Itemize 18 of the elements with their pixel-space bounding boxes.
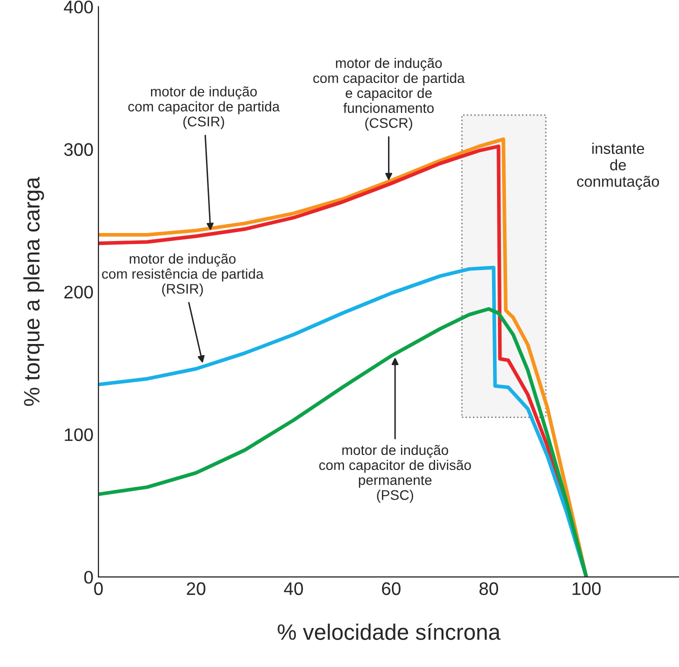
annotation: motor de indução com capacitor de partida (CSIR) (128, 86, 280, 130)
y-tick-label: 100 (64, 428, 93, 442)
y-tick-label: 200 (64, 286, 93, 299)
x-tick-label: 20 (186, 582, 206, 596)
annotation: motor de indução com capacitor de divisão permanente (PSC) (319, 444, 471, 503)
x-tick-label: 60 (382, 582, 401, 596)
x-axis-title: % velocidade síncrona (278, 623, 501, 640)
x-tick-label: 100 (572, 582, 601, 596)
annotation: motor de indução com capacitor de partida e capacitor de funcionamento (CSCR) (313, 58, 465, 131)
x-tick-label: 80 (479, 582, 498, 596)
annotation: motor de indução com resistência de partida (RSIR) (102, 254, 264, 296)
x-tick-label: 40 (284, 582, 303, 596)
y-axis-title: % torque a plena carga (23, 176, 44, 406)
y-tick-label: 300 (64, 143, 93, 156)
x-tick-label: 0 (94, 582, 103, 596)
band-label: instante de conmutação (577, 142, 660, 190)
y-tick-label: 400 (64, 0, 93, 14)
y-tick-label: 0 (84, 570, 93, 584)
